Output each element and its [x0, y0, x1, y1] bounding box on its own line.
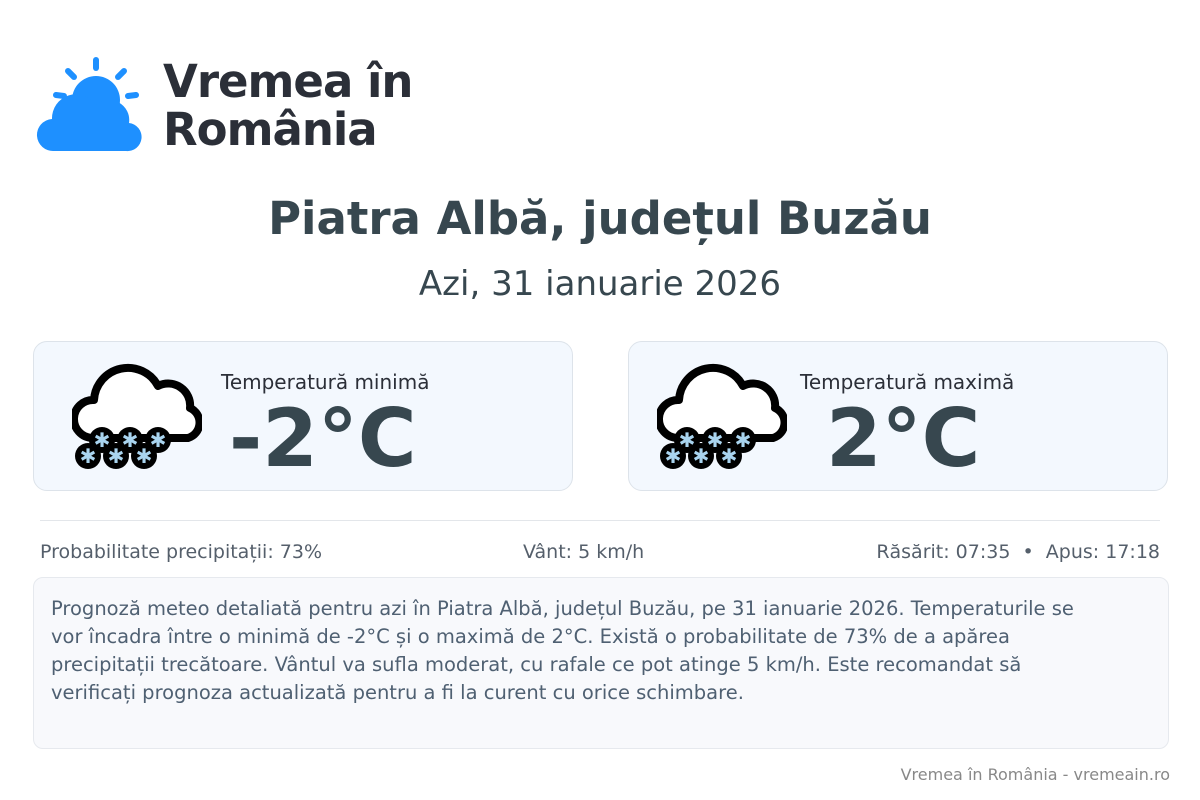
- sun-times-info: Răsărit: 07:35 • Apus: 17:18: [876, 541, 1160, 563]
- page-title: Piatra Albă, județul Buzău: [268, 192, 932, 245]
- precipitation-info: Probabilitate precipitații: 73%: [40, 541, 322, 563]
- forecast-description: Prognoză meteo detaliată pentru azi în P…: [33, 577, 1169, 749]
- brand-line2: România: [163, 103, 378, 156]
- snow-cloud-icon: [657, 358, 787, 473]
- logo-sun-cloud-icon: [36, 57, 142, 152]
- max-temp-card: Temperatură maximă 2°C: [628, 341, 1168, 491]
- divider: [40, 520, 1160, 521]
- footer-credit: Vremea în România - vremeain.ro: [900, 765, 1170, 784]
- min-temp-label: Temperatură minimă: [221, 370, 430, 394]
- date-subtitle: Azi, 31 ianuarie 2026: [418, 264, 782, 304]
- max-temp-label: Temperatură maximă: [800, 370, 1015, 394]
- snow-cloud-icon: [72, 358, 202, 473]
- max-temp-value: 2°C: [826, 392, 981, 485]
- min-temp-card: Temperatură minimă -2°C: [33, 341, 573, 491]
- min-temp-value: -2°C: [229, 392, 417, 485]
- brand-name: Vremea în România: [163, 55, 413, 156]
- brand-line1: Vremea în: [163, 55, 413, 108]
- wind-info: Vânt: 5 km/h: [523, 541, 645, 563]
